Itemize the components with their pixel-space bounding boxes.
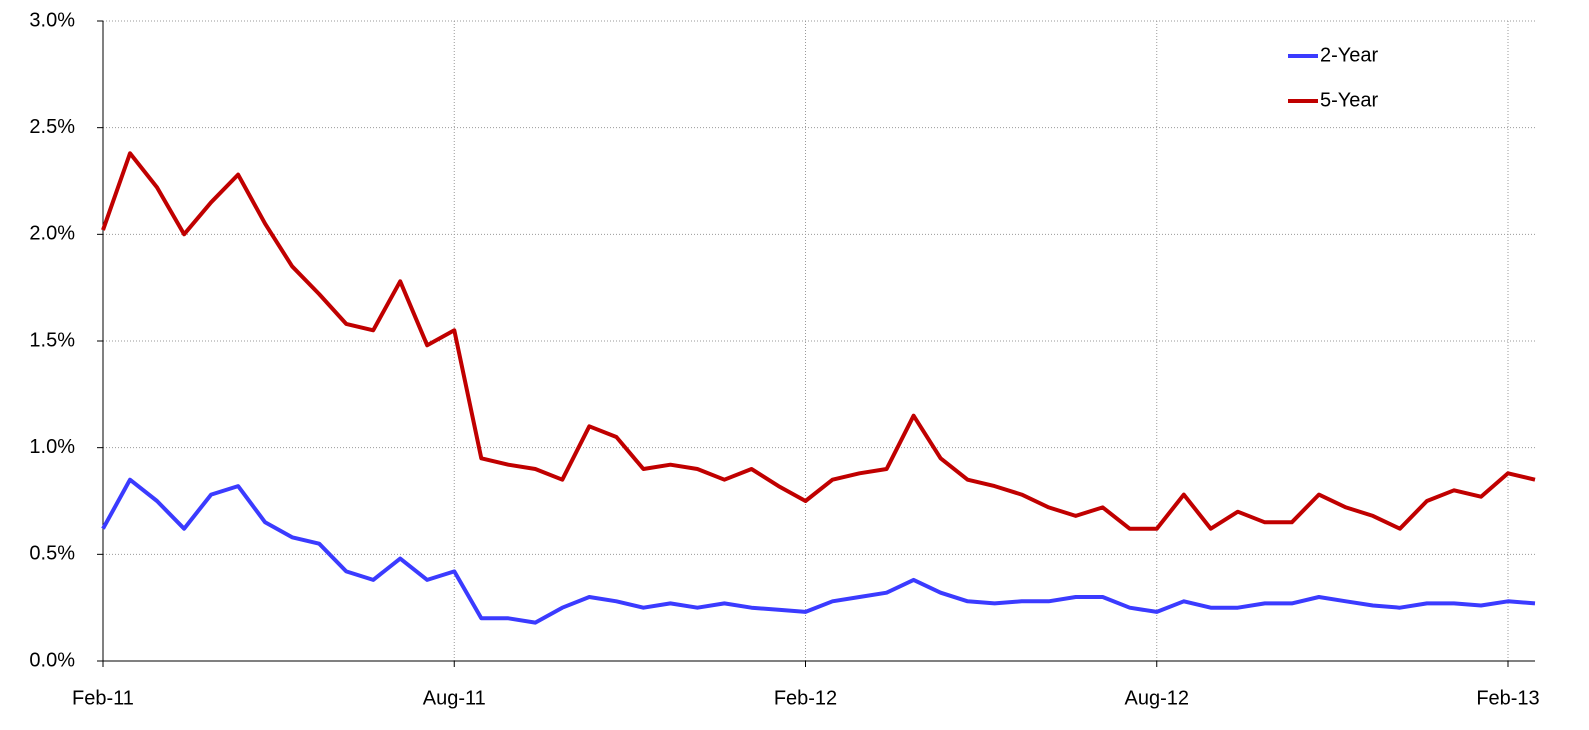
y-tick-label: 2.0% bbox=[29, 223, 75, 245]
x-tick-label: Feb-11 bbox=[72, 687, 134, 709]
y-tick-label: 1.0% bbox=[29, 436, 75, 458]
y-tick-label: 0.0% bbox=[29, 649, 75, 671]
legend-label: 5-Year bbox=[1320, 89, 1379, 111]
x-tick-label: Feb-12 bbox=[774, 687, 837, 709]
series-line bbox=[101, 477, 1536, 625]
x-tick-label: Feb-13 bbox=[1476, 687, 1539, 709]
y-tick-label: 1.5% bbox=[29, 329, 75, 351]
y-tick-label: 0.5% bbox=[29, 543, 75, 565]
series-line bbox=[101, 151, 1536, 531]
y-tick-label: 3.0% bbox=[29, 9, 75, 31]
x-tick-label: Aug-11 bbox=[423, 687, 486, 709]
legend-label: 2-Year bbox=[1320, 44, 1379, 66]
y-tick-label: 2.5% bbox=[29, 116, 75, 138]
x-tick-label: Aug-12 bbox=[1125, 687, 1190, 709]
